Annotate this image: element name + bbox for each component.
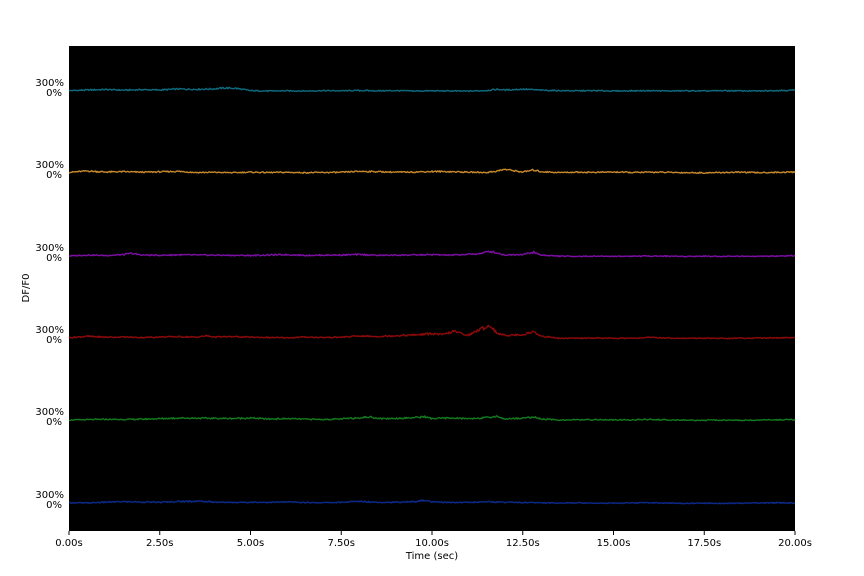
x-tick-label-4: 7.50s [328, 538, 355, 549]
trace-line-1 [68, 86, 796, 93]
trace-scale-zero-label-6: 0% [46, 500, 62, 511]
x-tick-label-7: 15.00s [597, 538, 631, 549]
x-tick-label-8: 17.50s [687, 538, 721, 549]
trace-line-5 [69, 415, 796, 422]
plot-background [69, 46, 795, 531]
x-axis: 0.00s 2.50s 5.00s 7.50s 10.00s 12.50s 15.00s 17… [55, 531, 812, 549]
trace-scale-top-label-2: 300% [35, 160, 64, 171]
x-tick-label-5: 10.00s [415, 538, 449, 549]
x-tick-label-6: 12.50s [506, 538, 540, 549]
trace-scale-top-label-4: 300% [35, 325, 64, 336]
traces-group [68, 86, 796, 505]
trace-scale-labels: 300%0%300%0%300%0%300%0%300%0%300%0% [35, 78, 64, 511]
trace-line-4 [68, 324, 796, 340]
x-tick-label-9: 20.00s [778, 538, 812, 549]
trace-scale-top-label-3: 300% [35, 243, 64, 254]
y-axis-label: DF/F0 [21, 274, 32, 303]
trace-scale-zero-label-3: 0% [46, 253, 62, 264]
trace-line-6 [68, 499, 796, 505]
trace-scale-zero-label-4: 0% [46, 335, 62, 346]
trace-scale-top-label-1: 300% [35, 78, 64, 89]
trace-line-2 [68, 168, 796, 175]
x-tick-label-1: 0.00s [55, 538, 82, 549]
x-tick-label-3: 5.00s [237, 538, 264, 549]
x-axis-label: Time (sec) [405, 551, 458, 562]
x-tick-label-2: 2.50s [146, 538, 173, 549]
trace-scale-zero-label-2: 0% [46, 170, 62, 181]
trace-scale-zero-label-5: 0% [46, 417, 62, 428]
trace-scale-top-label-5: 300% [35, 407, 64, 418]
trace-scale-top-label-6: 300% [35, 490, 64, 501]
trace-line-3 [68, 250, 796, 258]
trace-scale-zero-label-1: 0% [46, 88, 62, 99]
